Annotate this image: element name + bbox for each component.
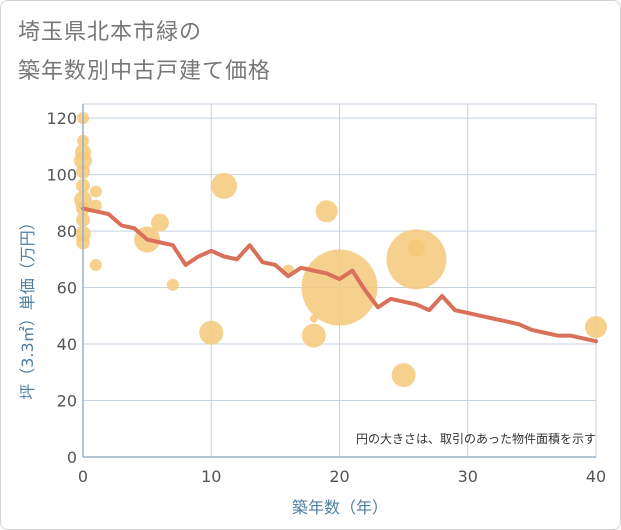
x-tick-label: 10 [201, 467, 221, 486]
data-point [166, 278, 179, 291]
x-tick-label: 20 [329, 467, 349, 486]
data-point [89, 185, 102, 198]
data-point [585, 316, 607, 339]
y-axis-label: 坪（3.3㎡）単価（万円） [18, 214, 37, 399]
bubble-size-note: 円の大きさは、取引のあった物件面積を示す [356, 431, 596, 446]
x-tick-label: 40 [586, 467, 606, 486]
data-point [315, 200, 338, 223]
y-tick-label: 60 [57, 279, 77, 298]
tick-labels: 0 10 20 30 40 0 20 40 60 80 100 120 [46, 109, 606, 486]
data-point [301, 249, 378, 326]
chart-title-line1: 埼玉県北本市緑の [18, 20, 203, 45]
x-tick-label: 30 [458, 467, 478, 486]
y-tick-label: 40 [57, 335, 77, 354]
y-tick-label: 80 [57, 222, 77, 241]
axes [82, 104, 596, 458]
data-point [211, 172, 238, 199]
data-point [150, 213, 169, 232]
average-line-series [81, 206, 598, 344]
data-point [386, 229, 447, 290]
bubble-series [74, 112, 607, 388]
x-axis-label: 築年数（年） [292, 498, 388, 517]
y-tick-label: 0 [67, 448, 77, 467]
data-point [301, 323, 326, 348]
data-point [407, 239, 426, 258]
chart-title-line2: 築年数別中古戸建て価格 [18, 59, 272, 84]
y-tick-label: 100 [46, 166, 77, 185]
data-point [89, 258, 102, 271]
y-tick-label: 120 [46, 109, 77, 128]
average-price-line [81, 206, 598, 344]
data-point [199, 320, 224, 345]
y-tick-label: 20 [57, 392, 77, 411]
data-point [391, 363, 416, 388]
x-tick-label: 0 [78, 467, 88, 486]
